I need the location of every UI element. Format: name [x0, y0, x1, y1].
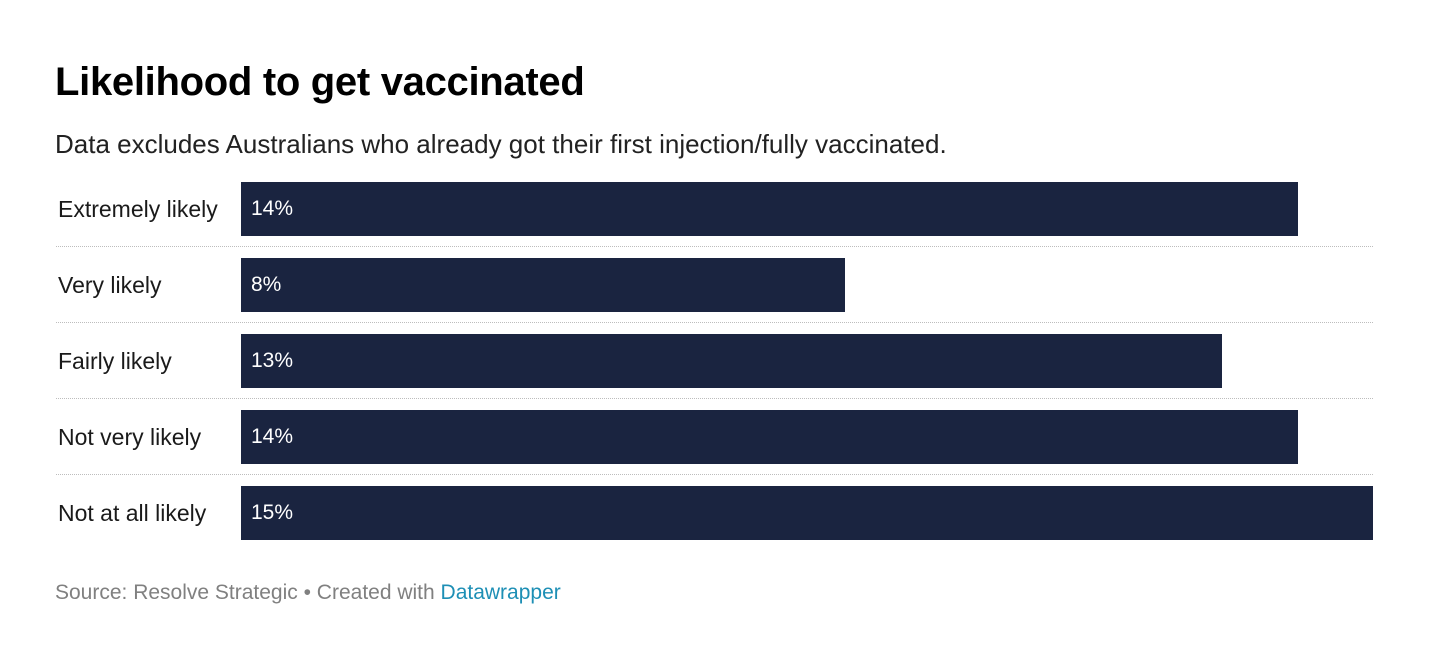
row-separator — [56, 322, 1373, 323]
row-separator — [56, 474, 1373, 475]
value-label: 15% — [251, 501, 294, 524]
value-label: 8% — [251, 273, 282, 296]
source-text: Source: Resolve Strategic • Created with — [55, 581, 441, 604]
bar-row: Not at all likely 15% — [56, 486, 1373, 562]
bar: 14% — [241, 182, 1298, 236]
bar-row: Extremely likely 14% — [56, 182, 1373, 258]
category-label: Extremely likely — [58, 196, 218, 222]
category-label: Not at all likely — [58, 500, 207, 526]
row-separator — [56, 246, 1373, 247]
chart-footer: Source: Resolve Strategic • Created with… — [55, 578, 561, 608]
category-label: Not very likely — [58, 424, 202, 450]
bar-row: Very likely 8% — [56, 258, 1373, 334]
datawrapper-link[interactable]: Datawrapper — [440, 581, 561, 604]
bar-row: Fairly likely 13% — [56, 334, 1373, 410]
value-label: 14% — [251, 197, 294, 220]
value-label: 13% — [251, 349, 294, 372]
bar-row: Not very likely 14% — [56, 410, 1373, 486]
category-label: Fairly likely — [58, 348, 172, 374]
chart-subtitle: Data excludes Australians who already go… — [55, 129, 947, 159]
bar-chart: Extremely likely 14% Very likely 8% Fairly l… — [56, 182, 1373, 562]
value-label: 14% — [251, 425, 294, 448]
bar: 13% — [241, 334, 1222, 388]
bar: 15% — [241, 486, 1373, 540]
bar: 14% — [241, 410, 1298, 464]
row-separator — [56, 398, 1373, 399]
bar: 8% — [241, 258, 845, 312]
chart-title: Likelihood to get vaccinated — [55, 60, 585, 104]
category-label: Very likely — [58, 272, 162, 298]
